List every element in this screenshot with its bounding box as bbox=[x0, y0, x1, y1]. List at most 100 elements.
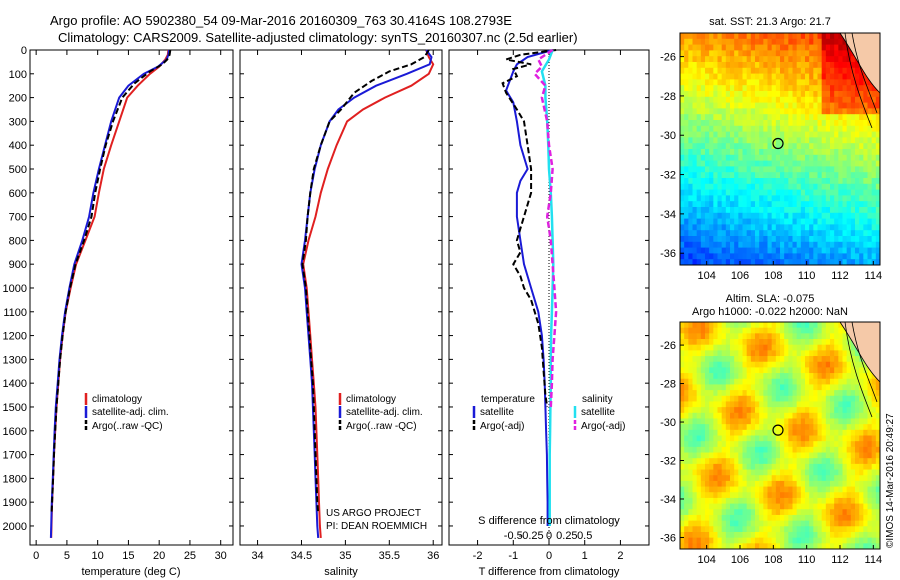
sst-cell bbox=[680, 50, 685, 57]
x-tick-label: 15 bbox=[122, 550, 134, 562]
sla-cell bbox=[709, 412, 714, 419]
sla-cell bbox=[800, 526, 806, 533]
sst-cell bbox=[775, 201, 781, 208]
sst-cell bbox=[859, 91, 864, 98]
sst-cell bbox=[717, 44, 723, 51]
sla-cell bbox=[800, 452, 806, 459]
sst-cell bbox=[842, 241, 848, 248]
sla-cell bbox=[709, 333, 714, 340]
sla-cell bbox=[738, 543, 743, 550]
sla-cell bbox=[705, 390, 710, 397]
sla-cell bbox=[784, 327, 789, 334]
sst-cell bbox=[800, 183, 806, 190]
sla-cell bbox=[813, 384, 818, 391]
sst-cell bbox=[813, 143, 818, 150]
sla-cell bbox=[738, 333, 743, 340]
sla-cell bbox=[805, 367, 810, 374]
sla-cell bbox=[825, 418, 831, 425]
sla-cell bbox=[696, 480, 702, 487]
sst-cell bbox=[788, 143, 793, 150]
sst-cell bbox=[742, 178, 748, 185]
sla-cell bbox=[696, 418, 702, 425]
sst-cell bbox=[700, 73, 706, 80]
sla-cell bbox=[746, 378, 752, 385]
sst-cell bbox=[792, 102, 798, 109]
sst-cell bbox=[813, 67, 818, 74]
sst-cell bbox=[838, 131, 843, 138]
sst-cell bbox=[696, 212, 702, 219]
sst-cell bbox=[796, 33, 802, 40]
sla-cell bbox=[846, 378, 852, 385]
sst-cell bbox=[713, 189, 718, 196]
sla-cell bbox=[809, 424, 814, 431]
sla-cell bbox=[830, 435, 835, 442]
sla-cell bbox=[759, 480, 764, 487]
sla-cell bbox=[700, 469, 706, 476]
sla-cell bbox=[855, 367, 860, 374]
sst-cell bbox=[780, 189, 785, 196]
sla-cell bbox=[771, 452, 777, 459]
sla-cell bbox=[875, 458, 881, 465]
sst-cell bbox=[750, 259, 756, 266]
sla-cell bbox=[771, 503, 777, 510]
sla-cell bbox=[842, 435, 848, 442]
sst-cell bbox=[825, 172, 831, 179]
sst-cell bbox=[730, 143, 735, 150]
sla-cell bbox=[825, 469, 831, 476]
sst-cell bbox=[830, 189, 835, 196]
sst-cell bbox=[830, 108, 835, 115]
sst-cell bbox=[838, 218, 843, 225]
sla-cell bbox=[734, 429, 739, 436]
sla-cell bbox=[771, 344, 777, 351]
sla-cell bbox=[796, 361, 802, 368]
sla-cell bbox=[709, 390, 714, 397]
sst-cell bbox=[684, 44, 689, 51]
sla-cell bbox=[709, 497, 714, 504]
sla-cell bbox=[775, 435, 781, 442]
sla-cell bbox=[855, 407, 860, 414]
sla-cell bbox=[821, 514, 827, 522]
sst-cell bbox=[738, 241, 743, 248]
sla-cell bbox=[846, 543, 852, 550]
sla-cell bbox=[813, 520, 818, 527]
sla-cell bbox=[792, 390, 798, 397]
sst-cell bbox=[688, 236, 693, 243]
sst-cell bbox=[725, 149, 731, 156]
sst-cell bbox=[725, 50, 731, 57]
sst-cell bbox=[821, 160, 827, 167]
sst-cell bbox=[809, 56, 814, 63]
sla-cell bbox=[734, 486, 739, 493]
sla-cell bbox=[771, 509, 777, 516]
sst-cell bbox=[709, 189, 714, 196]
sst-cell bbox=[750, 114, 756, 121]
sst-cell bbox=[830, 160, 835, 167]
sla-cell bbox=[817, 344, 823, 351]
sla-cell bbox=[684, 327, 689, 334]
sst-cell bbox=[796, 224, 802, 231]
sst-cell bbox=[684, 247, 689, 254]
sla-cell bbox=[755, 361, 760, 368]
sla-cell bbox=[775, 509, 781, 516]
sst-cell bbox=[730, 79, 735, 86]
sla-cell bbox=[775, 429, 781, 436]
sst-cell bbox=[871, 178, 877, 185]
sst-cell bbox=[692, 201, 698, 208]
sla-cell bbox=[830, 424, 835, 431]
sst-cell bbox=[713, 178, 718, 185]
sla-cell bbox=[700, 458, 706, 465]
sla-cell bbox=[750, 531, 756, 539]
sla-cell bbox=[700, 344, 706, 351]
sst-cell bbox=[855, 62, 860, 69]
sla-cell bbox=[717, 327, 723, 334]
sst-cell bbox=[709, 79, 714, 86]
sla-cell bbox=[709, 526, 714, 533]
sst-cell bbox=[871, 218, 877, 225]
sla-cell bbox=[784, 344, 789, 351]
sla-cell bbox=[713, 469, 718, 476]
sla-cell bbox=[730, 537, 735, 544]
sst-cell bbox=[750, 183, 756, 190]
sla-cell bbox=[796, 503, 802, 510]
sst-cell bbox=[746, 50, 752, 57]
sst-cell bbox=[730, 160, 735, 167]
sla-cell bbox=[721, 412, 727, 419]
